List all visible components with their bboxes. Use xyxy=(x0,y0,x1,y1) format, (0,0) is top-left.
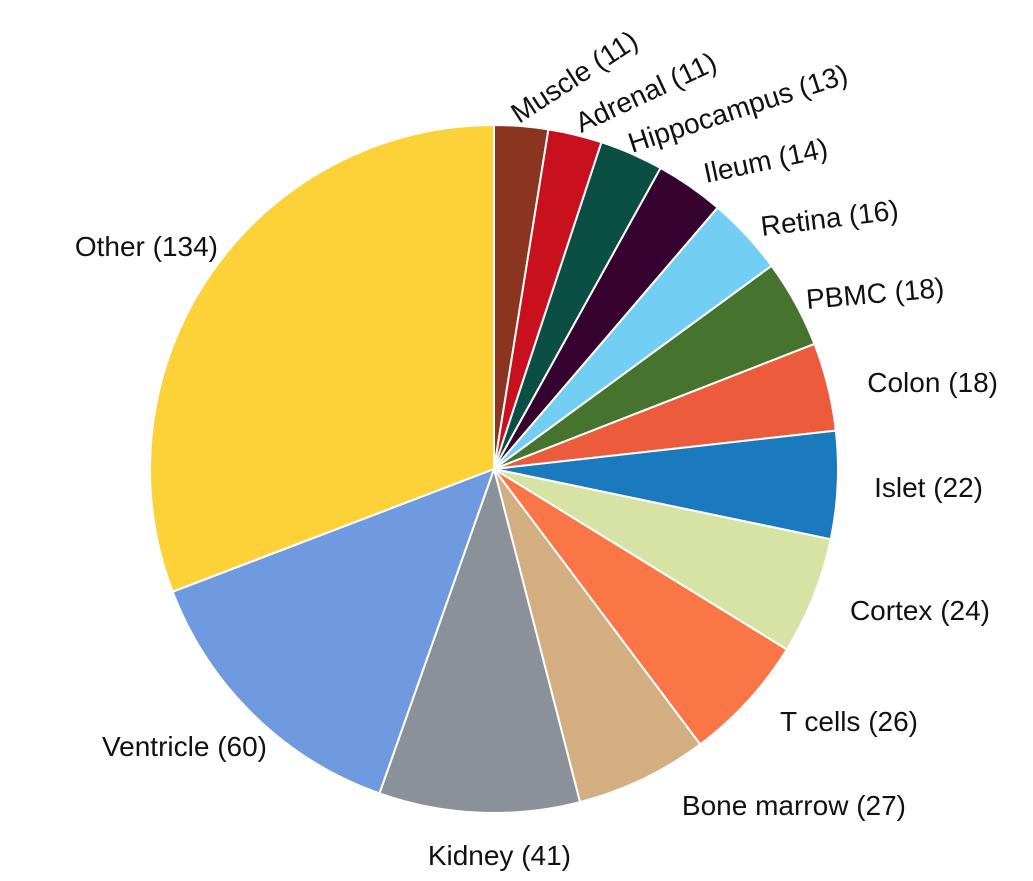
pie-label-bone-marrow: Bone marrow (27) xyxy=(682,790,906,821)
pie-slice-other xyxy=(149,123,495,593)
pie-slices xyxy=(149,123,839,814)
pie-label-retina: Retina (16) xyxy=(759,194,900,242)
pie-label-colon: Colon (18) xyxy=(867,367,998,398)
pie-slice-t-cells xyxy=(493,468,789,746)
pie-label-pbmc: PBMC (18) xyxy=(805,272,946,315)
pie-slice-ventricle xyxy=(171,467,496,795)
pie-label-cortex: Cortex (24) xyxy=(850,595,990,626)
pie-slice-bone-marrow xyxy=(493,468,702,804)
pie-label-t-cells: T cells (26) xyxy=(780,706,918,737)
pie-label-ventricle: Ventricle (60) xyxy=(102,731,267,762)
pie-label-other: Other (134) xyxy=(75,231,218,262)
pie-label-islet: Islet (22) xyxy=(874,472,983,503)
pie-label-kidney: Kidney (41) xyxy=(428,840,571,871)
pie-label-ileum: Ileum (14) xyxy=(701,132,831,189)
pie-slice-kidney xyxy=(378,465,582,814)
